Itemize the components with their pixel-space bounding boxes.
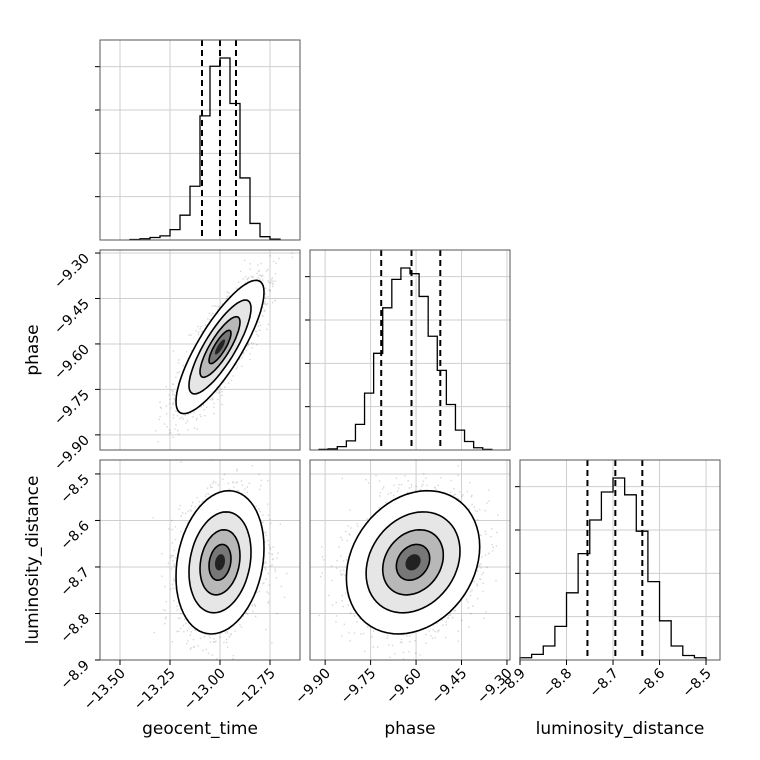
scatter-frame xyxy=(309,459,511,661)
contour-line xyxy=(381,528,445,596)
scatter-panel-geocent_time-phase xyxy=(100,250,300,450)
scatter-frame xyxy=(99,459,301,661)
x-tick-label: −9.75 xyxy=(338,666,380,708)
y-tick-label: −9.75 xyxy=(51,387,93,429)
contour-line xyxy=(199,528,241,596)
panel-content xyxy=(100,250,300,450)
x-axis-label-luminosity_distance: luminosity_distance xyxy=(536,719,705,739)
y-tick-label: −9.90 xyxy=(51,432,93,474)
y-tick-label: −9.45 xyxy=(51,296,93,338)
histogram-step-geocent_time xyxy=(129,57,281,241)
scatter-frame xyxy=(99,249,301,451)
density-level xyxy=(215,339,225,355)
contour-line xyxy=(199,315,241,379)
histogram-step-phase xyxy=(318,267,493,451)
x-tick-label: −8.7 xyxy=(586,666,621,701)
x-tick-label: −13.00 xyxy=(181,666,229,714)
x-tick-label: −9.60 xyxy=(383,666,425,708)
scatter-panel-geocent_time-luminosity_distance xyxy=(100,460,300,660)
histogram-phase xyxy=(305,250,510,451)
x-tick-label: −12.75 xyxy=(231,666,279,714)
y-axis-label-phase: phase xyxy=(23,324,43,375)
y-tick-label: −8.7 xyxy=(57,564,92,599)
histogram-frame xyxy=(99,39,301,241)
histogram-geocent_time xyxy=(95,40,300,241)
contour-line xyxy=(365,511,461,614)
histogram-frame xyxy=(519,459,721,661)
x-tick-label: −13.25 xyxy=(131,666,179,714)
density-level xyxy=(215,554,225,571)
scatter-panel-phase-luminosity_distance xyxy=(310,460,510,660)
y-tick-label: −8.6 xyxy=(57,518,92,553)
x-tick-label: −9.90 xyxy=(292,666,334,708)
x-tick-label: −8.6 xyxy=(633,665,668,700)
contour-line xyxy=(175,279,265,415)
y-tick-label: −8.5 xyxy=(57,471,92,506)
histogram-step-luminosity_distance xyxy=(519,477,707,660)
density-level xyxy=(405,554,421,571)
panel-content xyxy=(100,460,300,660)
contour-line xyxy=(188,299,252,395)
y-axis-label-luminosity_distance: luminosity_distance xyxy=(23,476,43,645)
x-tick-label: −8.8 xyxy=(540,666,575,701)
y-tick-label: −9.60 xyxy=(51,341,93,383)
y-tick-label: −8.9 xyxy=(57,658,92,693)
panel-content xyxy=(310,460,510,660)
histogram-luminosity_distance xyxy=(515,460,720,660)
contour-line xyxy=(345,489,481,635)
x-axis-label-geocent_time: geocent_time xyxy=(142,719,258,739)
y-tick-label: −8.8 xyxy=(57,611,92,646)
contour-line xyxy=(188,511,252,614)
x-tick-label: −9.45 xyxy=(429,666,471,708)
contour-line xyxy=(208,543,232,581)
x-tick-label: −8.5 xyxy=(680,666,715,701)
contour-line xyxy=(175,489,265,635)
histogram-frame xyxy=(309,249,511,451)
contour-line xyxy=(208,329,232,365)
x-axis-label-phase: phase xyxy=(384,719,435,739)
y-tick-label: −9.30 xyxy=(51,251,93,293)
contour-line xyxy=(395,543,431,581)
